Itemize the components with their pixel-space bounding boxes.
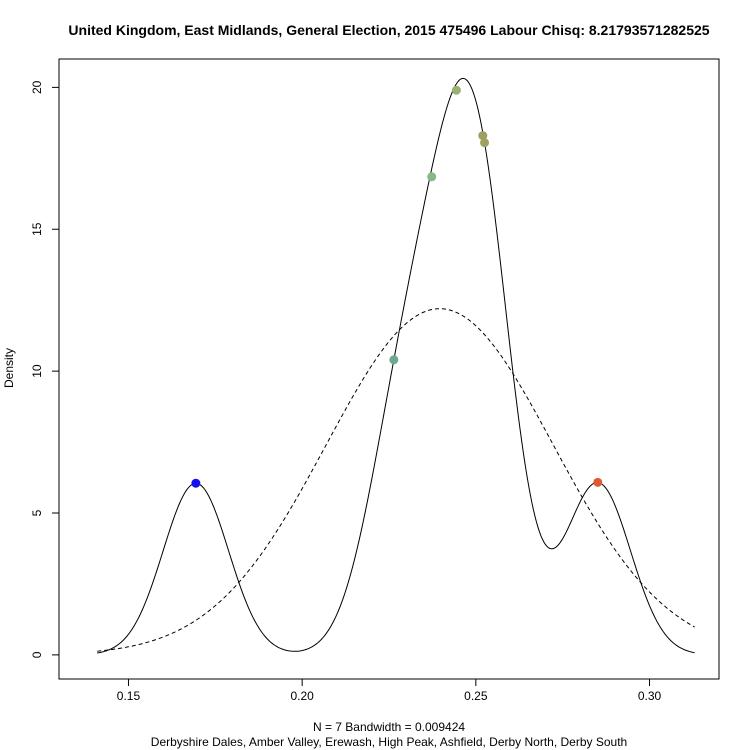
y-axis-label: Density: [2, 348, 16, 388]
x-axis-label-constituencies: Derbyshire Dales, Amber Valley, Erewash,…: [151, 735, 627, 749]
y-tick-label: 0: [30, 651, 44, 658]
data-point: [427, 172, 437, 182]
x-axis: 0.15 0.20 0.25 0.30: [117, 678, 662, 703]
markers-layer: [191, 85, 603, 488]
x-tick-label: 0.15: [117, 689, 141, 703]
y-tick-label: 15: [30, 222, 44, 236]
y-tick-label: 5: [30, 509, 44, 516]
data-point: [480, 138, 490, 148]
y-tick-label: 20: [30, 80, 44, 94]
chart-title: United Kingdom, East Midlands, General E…: [68, 22, 709, 38]
x-tick-label: 0.25: [464, 689, 488, 703]
normal-fit-curve: [97, 308, 695, 652]
data-point: [389, 355, 399, 365]
plot-frame: [58, 58, 720, 680]
data-point: [191, 478, 201, 488]
data-point: [451, 85, 461, 95]
x-axis-label-stats: N = 7 Bandwidth = 0.009424: [313, 720, 465, 734]
curves-layer: [97, 77, 695, 654]
x-tick-label: 0.20: [290, 689, 314, 703]
data-point: [593, 477, 603, 487]
kde-curve: [97, 77, 695, 654]
x-tick-label: 0.30: [638, 689, 662, 703]
data-point: [478, 131, 488, 141]
y-axis: 0 5 10 15 20: [30, 80, 60, 658]
y-tick-label: 10: [30, 364, 44, 378]
